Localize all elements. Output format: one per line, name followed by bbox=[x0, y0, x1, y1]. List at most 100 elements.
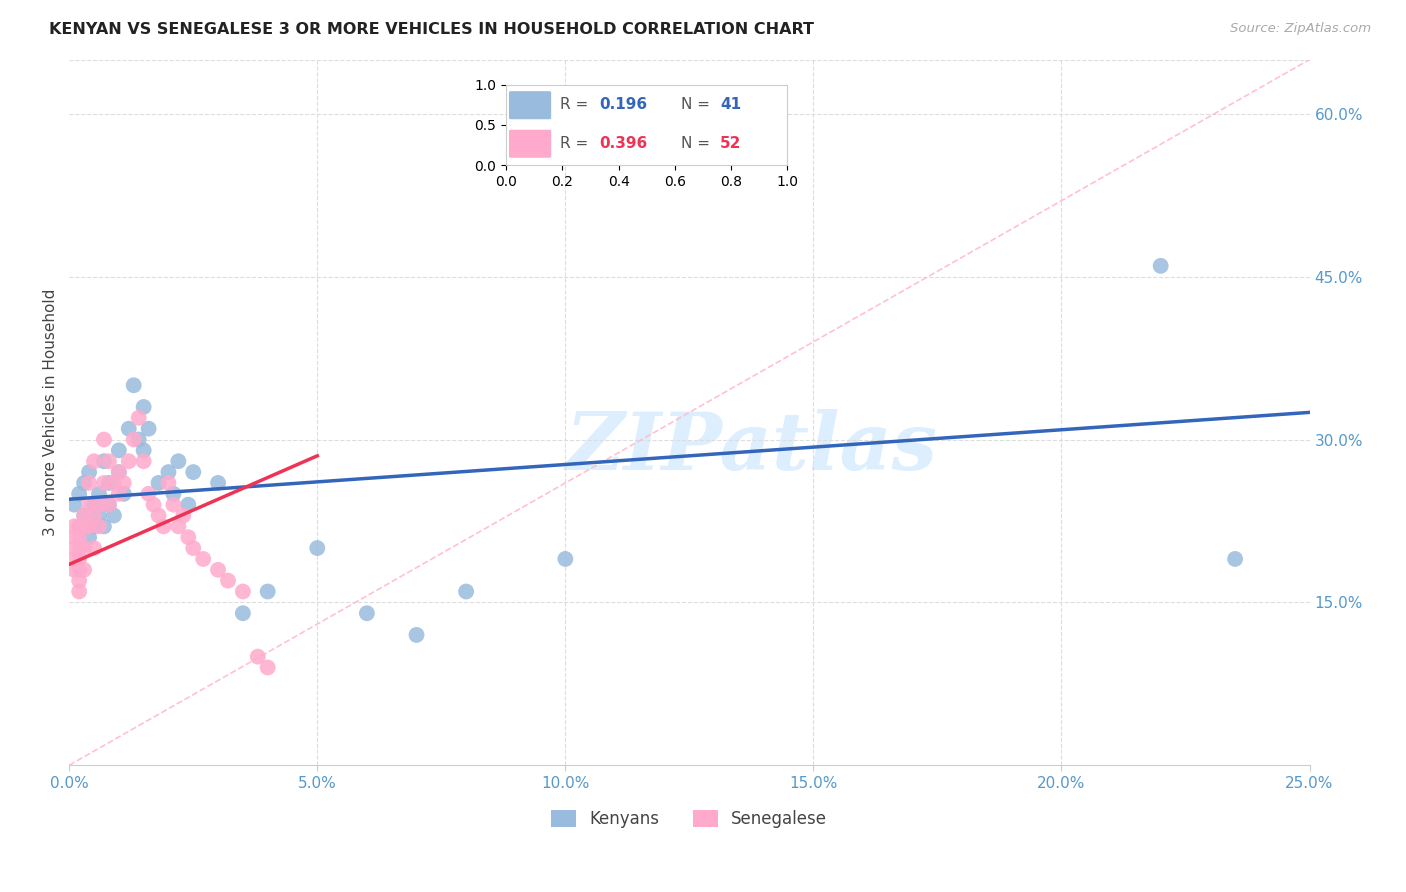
Point bbox=[67, 584, 90, 599]
Point bbox=[256, 660, 278, 674]
Point bbox=[77, 475, 100, 490]
Point bbox=[73, 508, 96, 523]
Point bbox=[63, 530, 86, 544]
Point bbox=[307, 541, 329, 555]
Point bbox=[456, 584, 478, 599]
Y-axis label: 3 or more Vehicles in Household: 3 or more Vehicles in Household bbox=[44, 289, 58, 536]
Point bbox=[132, 443, 155, 458]
Point bbox=[67, 574, 90, 588]
Point bbox=[63, 519, 86, 533]
Point bbox=[103, 475, 125, 490]
Point bbox=[87, 487, 110, 501]
Point bbox=[356, 606, 378, 620]
Point bbox=[172, 508, 194, 523]
Point bbox=[67, 487, 90, 501]
Point bbox=[181, 541, 204, 555]
Point bbox=[77, 519, 100, 533]
Point bbox=[157, 475, 180, 490]
Point bbox=[118, 454, 141, 468]
Text: Source: ZipAtlas.com: Source: ZipAtlas.com bbox=[1230, 22, 1371, 36]
Text: 41: 41 bbox=[720, 97, 741, 112]
Point bbox=[97, 498, 120, 512]
FancyBboxPatch shape bbox=[509, 129, 551, 158]
Point bbox=[63, 498, 86, 512]
Point bbox=[152, 519, 174, 533]
Point bbox=[138, 422, 160, 436]
Point bbox=[77, 530, 100, 544]
Point bbox=[67, 541, 90, 555]
Point bbox=[148, 475, 170, 490]
Point bbox=[67, 563, 90, 577]
Text: ZIPatlas: ZIPatlas bbox=[565, 409, 938, 486]
Point bbox=[108, 465, 131, 479]
Point bbox=[77, 498, 100, 512]
Point bbox=[103, 508, 125, 523]
Text: 52: 52 bbox=[720, 136, 741, 151]
Point bbox=[67, 530, 90, 544]
Text: N =: N = bbox=[681, 136, 714, 151]
Point bbox=[87, 519, 110, 533]
Point bbox=[157, 465, 180, 479]
Point bbox=[232, 584, 254, 599]
Point bbox=[167, 519, 190, 533]
Point bbox=[108, 465, 131, 479]
Text: 0.196: 0.196 bbox=[599, 97, 647, 112]
Point bbox=[93, 454, 115, 468]
Point bbox=[405, 628, 427, 642]
Point bbox=[83, 541, 105, 555]
Point bbox=[132, 400, 155, 414]
Point bbox=[73, 563, 96, 577]
Point bbox=[108, 443, 131, 458]
Point bbox=[217, 574, 239, 588]
Point bbox=[246, 649, 269, 664]
Point bbox=[128, 410, 150, 425]
Text: 0.396: 0.396 bbox=[599, 136, 647, 151]
Point bbox=[207, 475, 229, 490]
Point bbox=[108, 487, 131, 501]
Point bbox=[93, 519, 115, 533]
Point bbox=[63, 552, 86, 566]
Point bbox=[83, 519, 105, 533]
Point bbox=[93, 433, 115, 447]
Point bbox=[112, 487, 135, 501]
Text: R =: R = bbox=[560, 136, 593, 151]
Point bbox=[1150, 259, 1173, 273]
Point bbox=[87, 498, 110, 512]
Point bbox=[122, 433, 145, 447]
Point bbox=[73, 508, 96, 523]
Point bbox=[207, 563, 229, 577]
Point bbox=[167, 454, 190, 468]
Text: KENYAN VS SENEGALESE 3 OR MORE VEHICLES IN HOUSEHOLD CORRELATION CHART: KENYAN VS SENEGALESE 3 OR MORE VEHICLES … bbox=[49, 22, 814, 37]
Point bbox=[177, 498, 200, 512]
Point bbox=[87, 508, 110, 523]
Point bbox=[67, 519, 90, 533]
Point bbox=[77, 465, 100, 479]
Point bbox=[83, 454, 105, 468]
Point bbox=[73, 541, 96, 555]
Point bbox=[93, 475, 115, 490]
FancyBboxPatch shape bbox=[509, 91, 551, 120]
Point bbox=[97, 498, 120, 512]
Point bbox=[122, 378, 145, 392]
Point bbox=[148, 508, 170, 523]
Point bbox=[554, 552, 576, 566]
Point bbox=[138, 487, 160, 501]
Point bbox=[118, 422, 141, 436]
Point bbox=[162, 487, 184, 501]
Point bbox=[193, 552, 215, 566]
Point bbox=[63, 541, 86, 555]
Point bbox=[256, 584, 278, 599]
Point bbox=[67, 552, 90, 566]
Point bbox=[73, 519, 96, 533]
Point bbox=[112, 475, 135, 490]
Point bbox=[83, 498, 105, 512]
Text: N =: N = bbox=[681, 97, 714, 112]
Point bbox=[1223, 552, 1246, 566]
Point bbox=[97, 454, 120, 468]
Point bbox=[162, 498, 184, 512]
Point bbox=[232, 606, 254, 620]
Legend: Kenyans, Senegalese: Kenyans, Senegalese bbox=[544, 803, 834, 834]
Point bbox=[177, 530, 200, 544]
Point bbox=[63, 563, 86, 577]
Point bbox=[142, 498, 165, 512]
